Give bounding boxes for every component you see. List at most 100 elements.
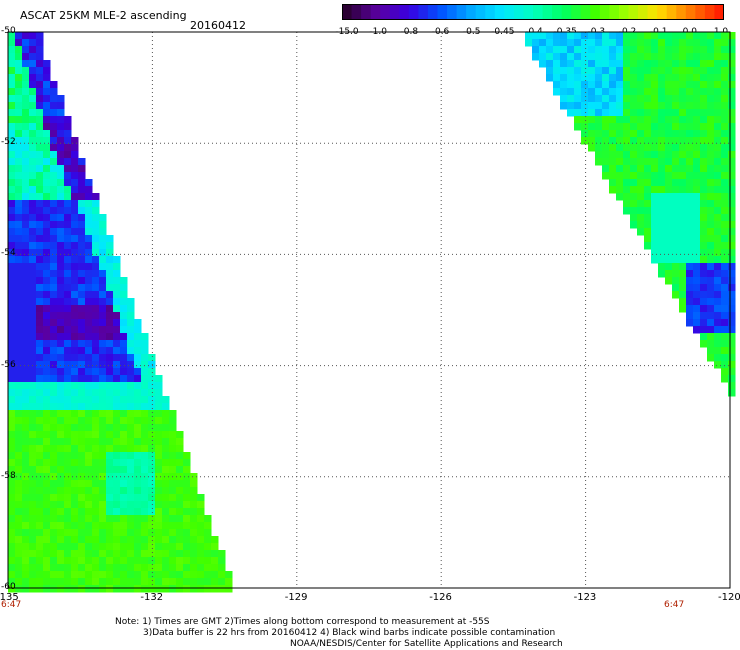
- swath-cell: [728, 382, 736, 390]
- swath-cell: [43, 557, 51, 565]
- swath-cell: [595, 88, 603, 96]
- swath-cell: [644, 109, 652, 117]
- swath-cell: [169, 536, 177, 544]
- swath-cell: [134, 382, 142, 390]
- swath-cell: [623, 165, 631, 173]
- swath-cell: [127, 438, 135, 446]
- swath-cell: [686, 109, 694, 117]
- swath-cell: [190, 585, 198, 593]
- swath-cell: [714, 305, 722, 313]
- swath-cell: [644, 151, 652, 159]
- swath-cell: [71, 214, 79, 222]
- colorbar-segment: [389, 4, 400, 20]
- swath-cell: [78, 193, 86, 201]
- swath-cell: [57, 543, 65, 551]
- swath-cell: [43, 130, 51, 138]
- swath-cell: [183, 571, 191, 579]
- swath-cell: [616, 158, 624, 166]
- swath-cell: [85, 347, 93, 355]
- swath-cell: [8, 347, 16, 355]
- swath-cell: [630, 116, 638, 124]
- swath-cell: [700, 256, 708, 264]
- swath-cell: [15, 368, 23, 376]
- swath-cell: [113, 557, 121, 565]
- swath-cell: [197, 536, 205, 544]
- swath-cell: [22, 305, 30, 313]
- swath-cell: [15, 431, 23, 439]
- swath-cell: [15, 410, 23, 418]
- swath-cell: [99, 368, 107, 376]
- swath-cell: [127, 333, 135, 341]
- swath-cell: [8, 214, 16, 222]
- note-line-1: Note: 1) Times are GMT 2)Times along bot…: [115, 617, 490, 627]
- swath-cell: [721, 109, 729, 117]
- swath-cell: [15, 473, 23, 481]
- swath-cell: [99, 256, 107, 264]
- swath-cell: [623, 137, 631, 145]
- swath-cell: [693, 186, 701, 194]
- swath-cell: [99, 564, 107, 572]
- swath-cell: [106, 487, 114, 495]
- colorbar-segment: [571, 4, 582, 20]
- swath-cell: [679, 109, 687, 117]
- swath-cell: [29, 277, 37, 285]
- swath-cell: [43, 214, 51, 222]
- swath-cell: [113, 445, 121, 453]
- swath-cell: [22, 515, 30, 523]
- swath-cell: [29, 389, 37, 397]
- swath-cell: [50, 340, 58, 348]
- swath-cell: [651, 158, 659, 166]
- swath-cell: [43, 522, 51, 530]
- swath-cell: [595, 137, 603, 145]
- swath-cell: [651, 214, 659, 222]
- swath-cell: [595, 81, 603, 89]
- swath-cell: [43, 431, 51, 439]
- swath-cell: [588, 46, 596, 54]
- swath-cell: [36, 410, 44, 418]
- swath-cell: [106, 494, 114, 502]
- swath-cell: [78, 228, 86, 236]
- swath-cell: [85, 368, 93, 376]
- swath-cell: [43, 291, 51, 299]
- swath-cell: [148, 522, 156, 530]
- colorbar-segment: [408, 4, 419, 20]
- swath-cell: [99, 536, 107, 544]
- swath-cell: [728, 67, 736, 75]
- swath-cell: [176, 494, 184, 502]
- swath-cell: [602, 158, 610, 166]
- swath-cell: [29, 550, 37, 558]
- swath-cell: [728, 32, 736, 40]
- swath-cell: [43, 109, 51, 117]
- swath-cell: [92, 445, 100, 453]
- swath-cell: [162, 585, 170, 593]
- swath-cell: [141, 417, 149, 425]
- swath-cell: [22, 60, 30, 68]
- swath-cell: [141, 424, 149, 432]
- swath-cell: [57, 172, 65, 180]
- swath-cell: [43, 158, 51, 166]
- swath-cell: [637, 228, 645, 236]
- swath-cell: [85, 354, 93, 362]
- swath-cell: [728, 298, 736, 306]
- swath-cell: [57, 445, 65, 453]
- swath-cell: [127, 319, 135, 327]
- swath-cell: [113, 354, 121, 362]
- swath-cell: [665, 137, 673, 145]
- swath-cell: [15, 81, 23, 89]
- swath-cell: [15, 487, 23, 495]
- swath-cell: [78, 445, 86, 453]
- swath-cell: [707, 270, 715, 278]
- swath-cell: [665, 95, 673, 103]
- swath-cell: [728, 340, 736, 348]
- swath-cell: [8, 284, 16, 292]
- swath-cell: [707, 291, 715, 299]
- swath-cell: [29, 81, 37, 89]
- swath-cell: [29, 263, 37, 271]
- swath-cell: [15, 480, 23, 488]
- swath-cell: [92, 508, 100, 516]
- swath-cell: [85, 578, 93, 586]
- swath-cell: [50, 501, 58, 509]
- swath-cell: [36, 193, 44, 201]
- swath-cell: [204, 543, 212, 551]
- swath-cell: [700, 235, 708, 243]
